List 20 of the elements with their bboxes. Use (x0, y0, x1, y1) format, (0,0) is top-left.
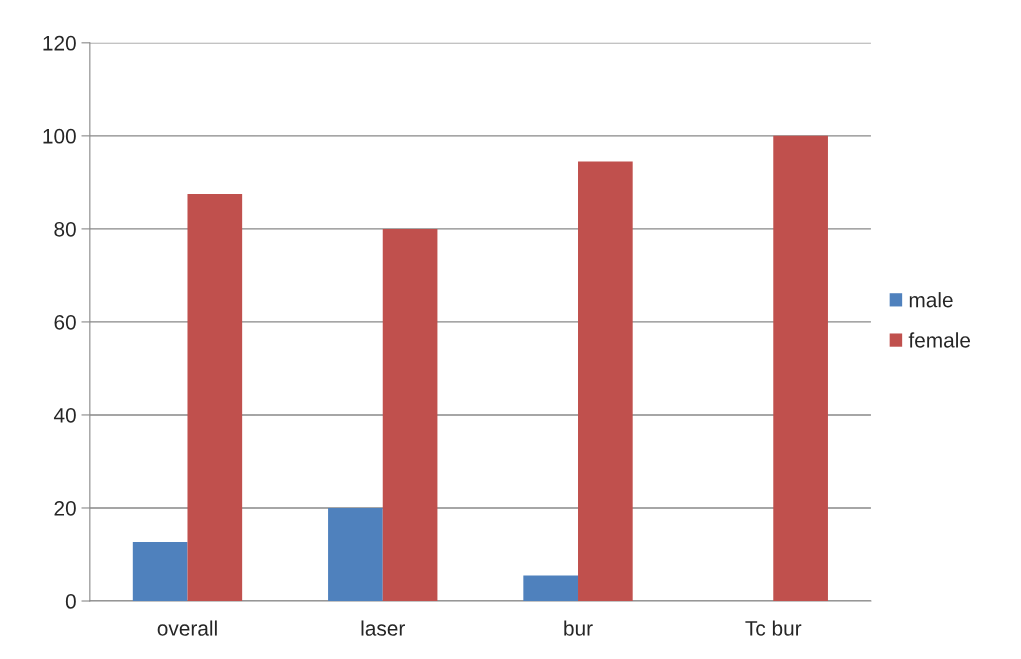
bar (382, 228, 438, 602)
y-tick-label: 20 (54, 500, 76, 516)
bar (187, 194, 243, 602)
bar (328, 507, 383, 602)
x-tick-label: laser (361, 620, 405, 636)
y-tick-label: 120 (43, 35, 76, 51)
legend-label: male (909, 292, 953, 308)
y-tick-label: 100 (43, 128, 76, 144)
bar (773, 135, 828, 602)
y-tick-label: 60 (54, 314, 76, 330)
y-tick-label: 80 (54, 221, 76, 237)
x-tick-label: overall (157, 620, 217, 636)
y-tick-label: 0 (65, 594, 76, 609)
bar (578, 161, 633, 602)
y-tick-label: 40 (53, 407, 76, 423)
legend-label: female (908, 332, 971, 348)
x-tick-label: Tc bur (745, 620, 802, 636)
x-tick-label: bur (564, 620, 593, 636)
bar (523, 575, 579, 602)
bar (132, 541, 188, 602)
